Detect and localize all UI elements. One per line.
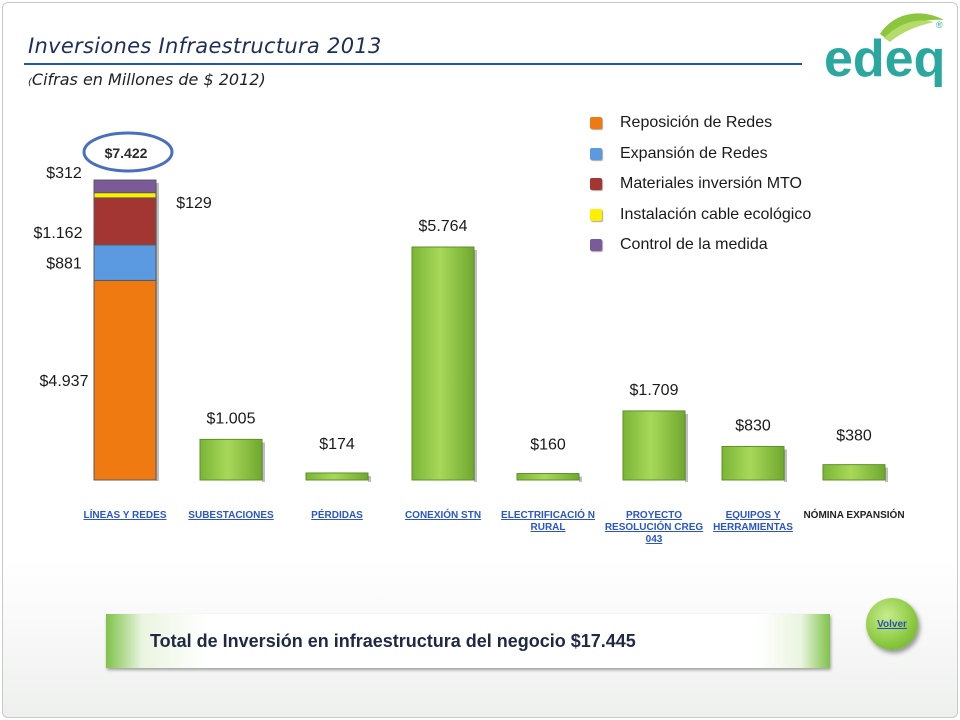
category-label[interactable]: EQUIPOS Y HERRAMIENTAS [713, 510, 793, 533]
legend-label: Reposición de Redes [620, 114, 773, 132]
logo-leaf-inner [884, 20, 934, 42]
page-title: Inversiones Infraestructura 2013 [28, 34, 382, 58]
edeq-leaf-logo-icon: edeq ® [824, 13, 945, 88]
category-label: NÓMINA EXPANSIÓN [803, 510, 905, 521]
legend-item-materiales: Materiales inversión MTO [590, 169, 811, 200]
legend-swatch [590, 147, 602, 160]
bar [305, 472, 369, 481]
page-subtitle: (Cifras en Millones de $ 2012) [28, 70, 266, 89]
legend-swatch [590, 208, 602, 221]
investment-bar-chart: $4.937 $881 $1.162 $129 $312 $7.422 $1.005 $174… [34, 131, 888, 482]
bar-shadow [579, 476, 582, 482]
category-label[interactable]: ELECTRIFICACIÓ N RURAL [501, 510, 595, 533]
total-investment-banner: Total de Inversión en infraestructura de… [106, 614, 830, 668]
bar-value-label: $830 [735, 417, 771, 434]
category-label[interactable]: SUBESTACIONES [188, 510, 274, 521]
bar [721, 445, 785, 481]
logo-text: edeq [824, 30, 945, 88]
bar [411, 246, 475, 481]
legend-label: Instalación cable ecológico [620, 205, 812, 223]
legend-item-control: Control de la medida [590, 230, 811, 261]
segment-value-label: $312 [46, 165, 82, 182]
category-label[interactable]: CONEXIÓN STN [404, 510, 482, 521]
logo-leaf [880, 13, 944, 40]
bar-shadow [474, 250, 477, 482]
bar-value-label: $160 [530, 437, 566, 454]
legend-item-reposicion: Reposición de Redes [590, 108, 811, 139]
bar-value-label: $174 [319, 436, 355, 453]
legend-swatch [590, 117, 602, 130]
bar [516, 473, 580, 481]
bar-segment-cable [93, 192, 157, 199]
segment-value-label: $1.162 [34, 225, 83, 242]
bar-shadow [685, 413, 688, 482]
segment-value-label: $4.937 [40, 373, 89, 390]
bar-value-label: $1.709 [630, 382, 679, 399]
total-highlight-circle [82, 131, 174, 173]
bar-segment-reposicion [93, 279, 157, 481]
legend-item-cable: Instalación cable ecológico [590, 200, 811, 231]
subtitle-paren: ( [28, 77, 32, 88]
bar-shadow [784, 449, 787, 482]
legend-label: Expansión de Redes [620, 144, 768, 162]
bar-shadow [262, 442, 265, 482]
chart-legend: Reposición de Redes Expansión de Redes M… [590, 108, 811, 261]
legend-swatch [590, 239, 602, 252]
back-button-label[interactable]: Volver [877, 618, 907, 630]
bar-value-label: $380 [836, 428, 872, 445]
bar-shadow [156, 183, 159, 481]
bar-segment-materiales [93, 197, 157, 246]
segment-value-label: $129 [176, 195, 212, 212]
legend-swatch [590, 178, 602, 191]
stack-total-label: $7.422 [105, 145, 148, 161]
bar-segment-expansion [93, 244, 157, 281]
bar-segment-control [93, 179, 157, 194]
bar [822, 464, 886, 481]
category-label[interactable]: LÍNEAS Y REDES [83, 510, 167, 521]
category-label[interactable]: PÉRDIDAS [311, 510, 363, 521]
back-button[interactable]: Volver [866, 598, 918, 650]
logo-registered: ® [936, 20, 943, 30]
total-investment-text: Total de Inversión en infraestructura de… [150, 631, 636, 651]
segment-value-label: $881 [46, 256, 82, 273]
legend-label: Control de la medida [620, 236, 768, 254]
bar-shadow [368, 475, 371, 482]
subtitle-text: Cifras en Millones de $ 2012) [31, 70, 266, 89]
bar-value-label: $5.764 [419, 218, 468, 235]
bar-shadow [885, 467, 888, 482]
bar [622, 410, 686, 481]
bar-value-label: $1.005 [207, 410, 256, 427]
bar [199, 438, 263, 481]
title-divider [24, 63, 802, 65]
category-label[interactable]: PROYECTO RESOLUCIÓN CREG 043 [604, 510, 704, 545]
legend-item-expansion: Expansión de Redes [590, 139, 811, 170]
legend-label: Materiales inversión MTO [620, 175, 802, 193]
